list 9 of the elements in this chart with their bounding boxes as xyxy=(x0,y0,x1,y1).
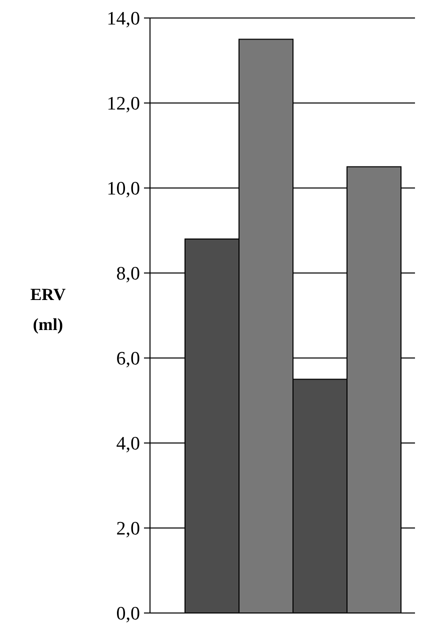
y-tick-label: 14,0 xyxy=(106,8,140,30)
y-tick-label: 6,0 xyxy=(116,348,140,370)
y-tick-label: 10,0 xyxy=(106,178,140,200)
y-tick-label: 2,0 xyxy=(116,518,140,540)
y-axis-title: ERV (ml) xyxy=(30,285,66,334)
y-tick-label: 4,0 xyxy=(116,434,140,455)
y-tick-label: 12,0 xyxy=(106,94,140,115)
y-tick-label: 0,0 xyxy=(116,604,140,625)
y-tick-label: 8,0 xyxy=(116,264,140,285)
